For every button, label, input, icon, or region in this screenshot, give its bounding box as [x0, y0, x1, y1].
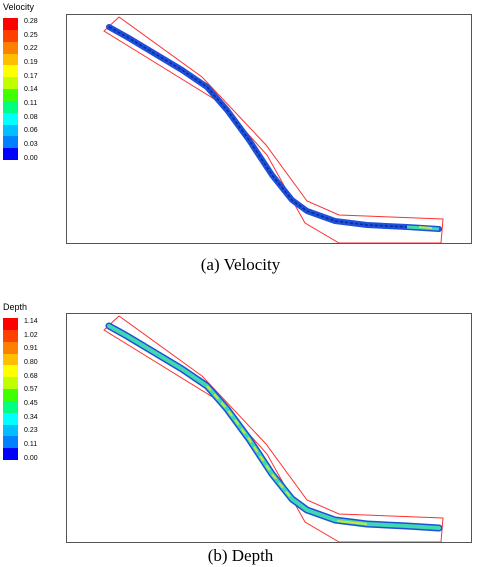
legend-value: 0.80 [24, 358, 38, 366]
velocity-caption: (a) Velocity [200, 255, 281, 274]
legend-swatch [3, 77, 18, 90]
legend-value: 0.11 [24, 99, 38, 107]
legend-value: 0.57 [24, 386, 38, 394]
legend-swatch [3, 148, 18, 161]
legend-swatch [3, 412, 18, 425]
legend-swatch [3, 329, 18, 343]
legend-value: 0.45 [24, 399, 38, 407]
depth-legend-title: Depth [3, 302, 28, 312]
legend-swatch [3, 448, 18, 461]
legend-value: 0.25 [24, 31, 38, 39]
depth-high-zone [206, 385, 293, 500]
velocity-map [103, 16, 444, 243]
depth-panel: Depth 1.14 1.02 0.91 0.80 0.68 0.57 0.45 0.34 0.… [0, 300, 481, 567]
legend-value: 0.17 [24, 72, 38, 80]
legend-value: 0.11 [24, 440, 38, 448]
legend-swatch [3, 124, 18, 137]
legend-value: 0.22 [24, 45, 38, 53]
legend-swatch [3, 112, 18, 125]
legend-value: 0.68 [24, 372, 38, 380]
velocity-high-zone-peak [418, 226, 433, 229]
legend-swatch [3, 18, 18, 31]
velocity-legend-title: Velocity [3, 2, 35, 12]
legend-value: 0.23 [24, 427, 38, 435]
legend-swatch [3, 424, 18, 437]
legend-swatch [3, 53, 18, 66]
legend-value: 0.34 [24, 413, 38, 421]
legend-swatch [3, 89, 18, 102]
legend-value: 1.02 [24, 331, 38, 339]
velocity-flow-detail [108, 26, 440, 230]
legend-swatch [3, 400, 18, 414]
legend-swatch [3, 136, 18, 149]
depth-high-zone-outlet [336, 520, 368, 525]
depth-plot-area [66, 313, 472, 543]
legend-swatch [3, 353, 18, 366]
legend-swatch [3, 29, 18, 43]
legend-value: 0.00 [24, 454, 38, 462]
legend-value: 1.14 [24, 318, 38, 325]
legend-value: 0.14 [24, 86, 38, 94]
legend-swatch [3, 318, 18, 331]
velocity-plot-area [66, 14, 472, 244]
legend-swatch [3, 365, 18, 378]
legend-swatch [3, 41, 18, 54]
depth-map [103, 315, 444, 542]
depth-color-legend: 1.14 1.02 0.91 0.80 0.68 0.57 0.45 0.34 0.23 0.11… [3, 318, 38, 462]
legend-value: 0.91 [24, 345, 38, 353]
legend-swatch [3, 436, 18, 449]
legend-swatch [3, 341, 18, 354]
depth-caption: (b) Depth [207, 546, 274, 565]
legend-value: 0.00 [24, 154, 38, 162]
velocity-color-legend: 0.28 0.25 0.22 0.19 0.17 0.14 0.11 0.08 0.06 0.03… [3, 18, 38, 162]
legend-value: 0.19 [24, 58, 38, 66]
legend-swatch [3, 65, 18, 78]
legend-value: 0.03 [24, 140, 38, 148]
legend-value: 0.28 [24, 18, 38, 25]
depth-mid-zone [107, 324, 441, 530]
legend-swatch [3, 389, 18, 402]
velocity-flow-field [106, 24, 442, 232]
legend-value: 0.08 [24, 113, 38, 121]
legend-swatch [3, 377, 18, 390]
legend-value: 0.06 [24, 127, 38, 135]
velocity-panel: Velocity 0.28 0.25 0.22 0.19 0.17 0.14 0.11 0.0… [3, 2, 472, 274]
legend-swatch [3, 100, 18, 114]
